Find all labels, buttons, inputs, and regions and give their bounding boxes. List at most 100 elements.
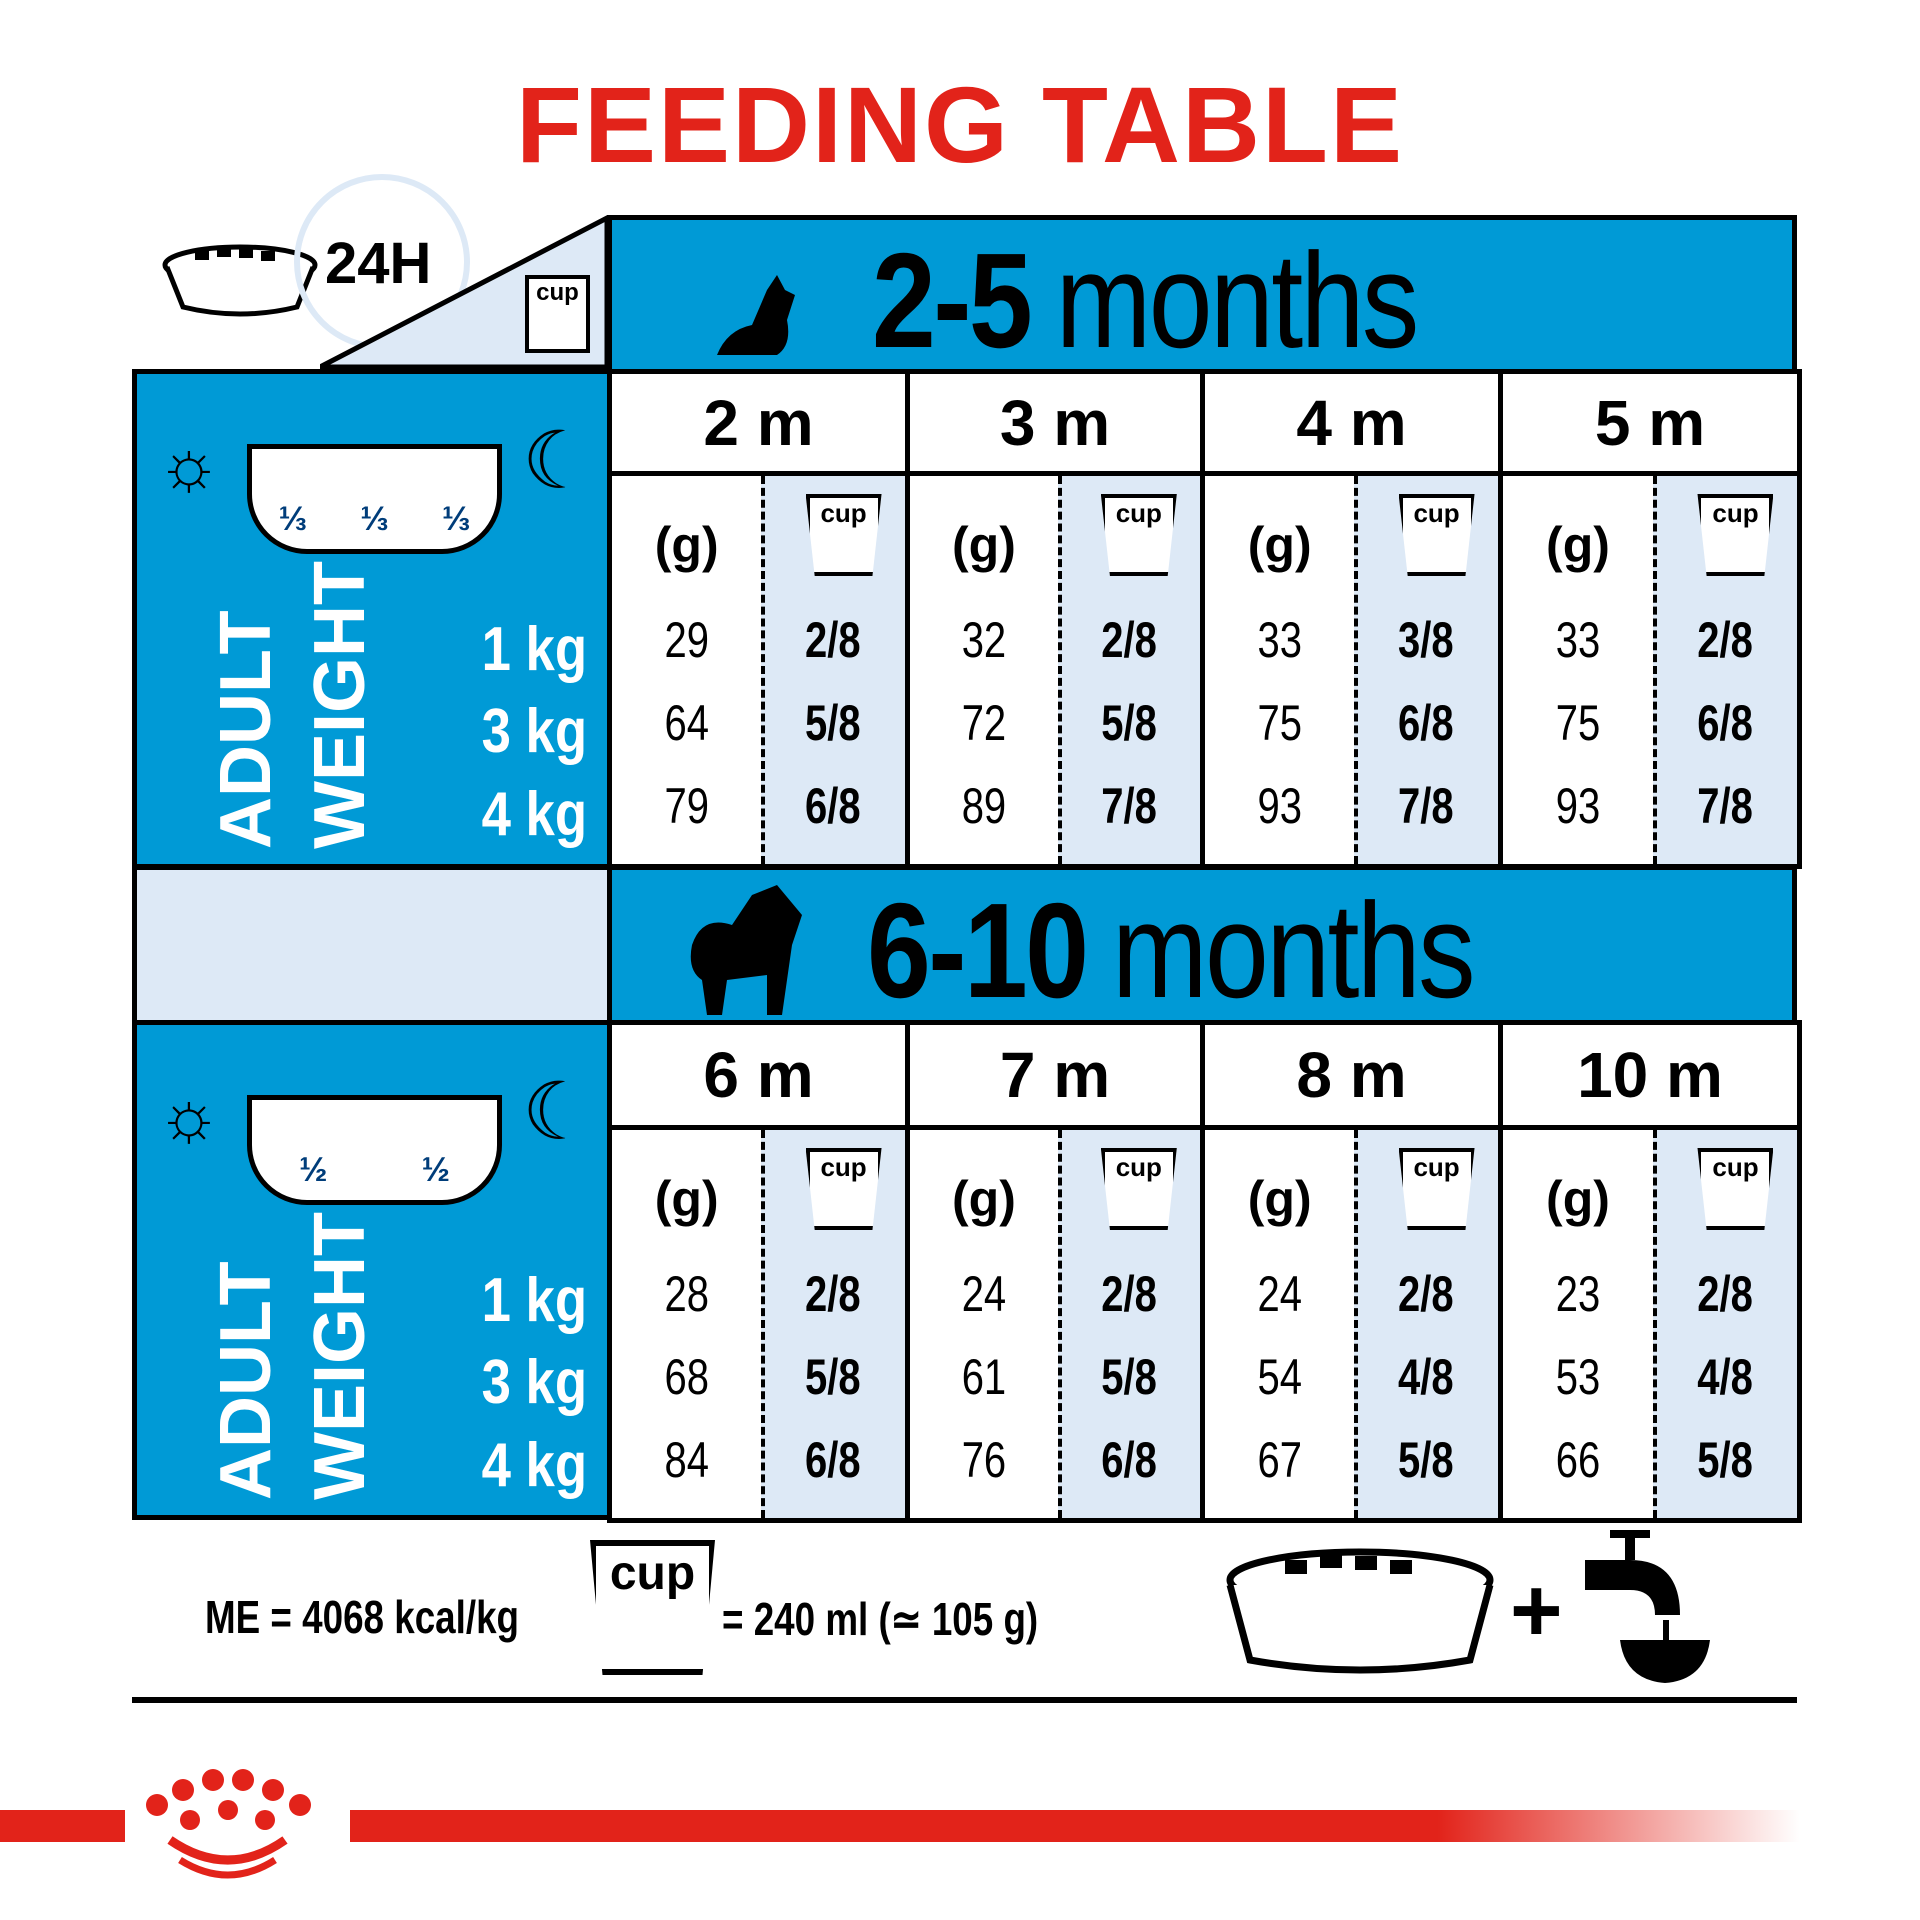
- weight-label: WEIGHT: [300, 1212, 380, 1500]
- cup-icon-label: cup: [820, 498, 867, 528]
- grams-value: 24: [1257, 1266, 1302, 1322]
- cup-icon: cup: [1100, 1148, 1177, 1230]
- cups-value: 7/8: [1697, 778, 1753, 834]
- cups-value: 4/8: [1697, 1349, 1753, 1405]
- grams-value: 84: [664, 1432, 709, 1488]
- grams-value: 75: [1555, 695, 1601, 751]
- plus-sign: +: [1510, 1561, 1563, 1661]
- cups-value: 7/8: [1101, 778, 1157, 834]
- cups-value: 6/8: [1697, 695, 1753, 751]
- weight-row-label: 4 kg: [481, 1431, 587, 1500]
- grams-value: 33: [1257, 612, 1302, 668]
- age-range: 2-5: [872, 224, 1033, 376]
- cup-icon: cup: [525, 275, 590, 353]
- cup-icon-label: cup: [1115, 1152, 1162, 1182]
- cup-icon: cup: [1697, 494, 1774, 576]
- grams-header: (g): [1546, 517, 1610, 573]
- grams-value: 23: [1555, 1266, 1601, 1322]
- cup-icon: cup: [805, 494, 882, 576]
- cups-value: 5/8: [1101, 1349, 1157, 1405]
- energy-value: ME = 4068 kcal/kg: [205, 1591, 520, 1643]
- cups-value: 6/8: [805, 1432, 862, 1488]
- grams-value: 67: [1257, 1432, 1302, 1488]
- grams-header: (g): [1247, 517, 1312, 573]
- cups-value: 4/8: [1398, 1349, 1455, 1405]
- month-data-cell: (g) cup 33 3/8 75 6/8 93 7/8: [1200, 471, 1503, 869]
- month-header: 6 m: [607, 1020, 910, 1130]
- grams-value: 28: [664, 1266, 709, 1322]
- weight-row-label: 1 kg: [481, 1266, 587, 1335]
- cup-large-icon: cup: [590, 1540, 715, 1675]
- grams-value: 64: [664, 695, 709, 751]
- grams-header: (g): [952, 517, 1016, 573]
- weight-row-label: 3 kg: [481, 1348, 587, 1417]
- age-band-6-10: 6-10 months: [607, 865, 1797, 1026]
- cup-icon: cup: [1398, 494, 1475, 576]
- grams-value: 72: [961, 695, 1007, 751]
- cups-value: 2/8: [805, 612, 862, 668]
- weight-label: WEIGHT: [300, 561, 380, 849]
- moon-icon: ☾: [522, 1067, 594, 1156]
- grams-header: (g): [1546, 1171, 1610, 1227]
- month-header: 7 m: [905, 1020, 1205, 1130]
- cups-value: 6/8: [805, 778, 862, 834]
- cups-value: 2/8: [1697, 1266, 1753, 1322]
- grams-header: (g): [654, 517, 719, 573]
- puppy-small-icon: [717, 275, 795, 355]
- month-data-cell: (g) cup 33 2/8 75 6/8 93 7/8: [1498, 471, 1802, 869]
- grams-value: 33: [1555, 612, 1601, 668]
- grams-value: 53: [1555, 1349, 1601, 1405]
- grams-value: 93: [1257, 778, 1302, 834]
- adult-label: ADULT: [206, 610, 286, 849]
- month-data-cell: (g) cup 32 2/8 72 5/8 89 7/8: [905, 471, 1205, 869]
- month-data-cell: (g) cup 24 2/8 61 5/8 76 6/8: [905, 1125, 1205, 1523]
- crown-logo: [146, 1769, 311, 1879]
- age-range: 6-10: [867, 874, 1089, 1026]
- month-header: 5 m: [1498, 369, 1802, 476]
- cup-icon-label: cup: [1413, 1152, 1460, 1182]
- cup-icon-label: cup: [1413, 498, 1460, 528]
- cup-icon-label: cup: [1115, 498, 1162, 528]
- cup-icon-label: cup: [1712, 498, 1759, 528]
- grams-value: 93: [1555, 778, 1601, 834]
- cups-value: 5/8: [1697, 1432, 1753, 1488]
- age-band-2-5: 2-5 months: [607, 215, 1797, 376]
- age-unit: months: [1055, 224, 1420, 376]
- meal-fraction: ⅓: [441, 500, 471, 538]
- left-panel-1: ☼ ☾ ⅓ ⅓ ⅓ ADULT WEIGHT 1 kg 3 kg 4 kg: [132, 369, 612, 869]
- cup-icon-label: cup: [1712, 1152, 1759, 1182]
- age-unit: months: [1111, 874, 1476, 1026]
- weight-row-label: 4 kg: [481, 780, 587, 849]
- grams-value: 66: [1555, 1432, 1601, 1488]
- water-tap-icon: [1585, 1530, 1710, 1683]
- grams-header: (g): [1247, 1171, 1312, 1227]
- sun-icon: ☼: [157, 1076, 222, 1154]
- grams-value: 89: [961, 778, 1007, 834]
- page-title: FEEDING TABLE: [516, 64, 1404, 185]
- grams-header: (g): [952, 1171, 1016, 1227]
- cup-icon: cup: [1398, 1148, 1475, 1230]
- cups-value: 5/8: [1101, 695, 1157, 751]
- grams-value: 79: [664, 778, 709, 834]
- grams-value: 61: [961, 1349, 1007, 1405]
- cup-icon: cup: [805, 1148, 882, 1230]
- brand-stripe-right: [350, 1810, 1800, 1842]
- cups-value: 2/8: [1101, 612, 1157, 668]
- divider: [132, 1697, 1797, 1703]
- grams-value: 24: [961, 1266, 1007, 1322]
- cups-value: 2/8: [1398, 1266, 1455, 1322]
- weight-row-label: 1 kg: [481, 615, 587, 684]
- 24h-label: 24H: [325, 231, 432, 296]
- cups-value: 6/8: [1398, 695, 1455, 751]
- cup-icon: cup: [1697, 1148, 1774, 1230]
- cups-value: 2/8: [1697, 612, 1753, 668]
- cups-value: 6/8: [1101, 1432, 1157, 1488]
- cup-icon-label: cup: [536, 279, 579, 306]
- sun-icon: ☼: [157, 425, 222, 503]
- month-data-cell: (g) cup 28 2/8 68 5/8 84 6/8: [607, 1125, 910, 1523]
- cup-icon-label: cup: [609, 1547, 696, 1600]
- meal-fraction: ½: [421, 1151, 450, 1189]
- cups-value: 5/8: [1398, 1432, 1455, 1488]
- cups-value: 7/8: [1398, 778, 1455, 834]
